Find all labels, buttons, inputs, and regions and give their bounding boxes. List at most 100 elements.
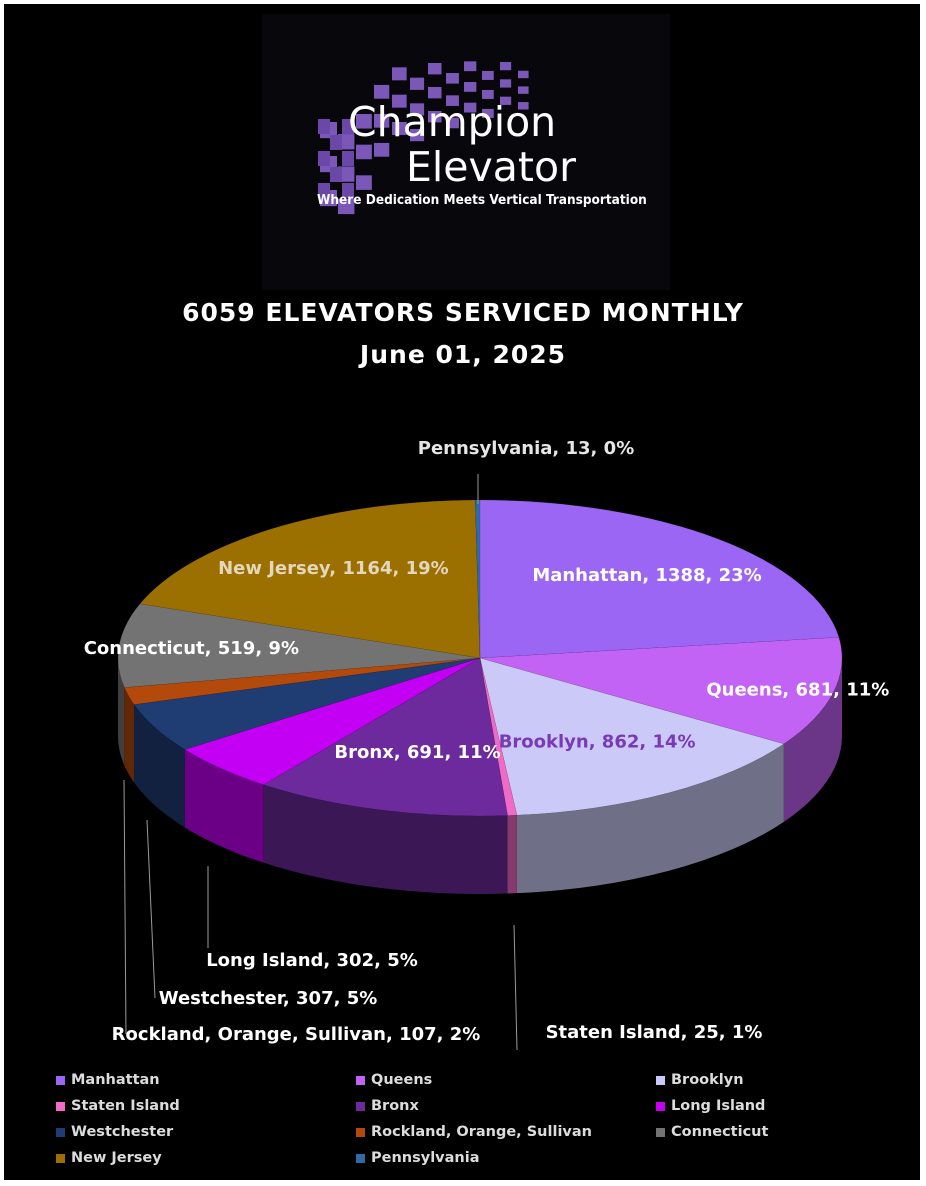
flag-square	[330, 135, 342, 150]
flag-square	[410, 129, 425, 142]
legend-item-bronx: Bronx	[356, 1096, 419, 1116]
flag-square	[518, 102, 529, 110]
leader-line-rockland-orange-sullivan	[123, 779, 127, 1035]
legend-label: New Jersey	[71, 1150, 162, 1166]
leader-line-westchester	[146, 819, 156, 999]
flag-square	[342, 151, 354, 166]
pie-slice-connecticut	[117, 603, 481, 688]
data-labels: Manhattan, 1388, 23% Queens, 681, 11% Broo…	[84, 438, 889, 1051]
flag-square	[374, 142, 390, 157]
legend-label: Manhattan	[71, 1072, 160, 1088]
pie-side-staten-island	[507, 815, 517, 894]
legend-item-connecticut: Connecticut	[656, 1122, 768, 1142]
legend-swatch	[56, 1127, 65, 1137]
flag-square	[356, 144, 372, 160]
flag-square	[338, 166, 355, 182]
legend-item-long-island: Long Island	[656, 1096, 765, 1116]
flag-square	[318, 183, 330, 198]
pie-slice-westchester	[133, 657, 481, 750]
flag-square	[446, 95, 459, 106]
flag-square	[392, 67, 407, 81]
pie-slice-queens	[479, 637, 843, 745]
flag-square	[428, 111, 442, 123]
legend-swatch	[56, 1075, 65, 1085]
legend-label: Long Island	[671, 1098, 766, 1114]
pie-slice-new-jersey	[139, 499, 481, 659]
flag-square	[342, 119, 354, 134]
flag-square	[518, 86, 529, 94]
legend-label: Westchester	[71, 1124, 174, 1140]
pie-tops	[117, 499, 843, 817]
flag-square	[500, 62, 512, 71]
flag-square	[330, 167, 342, 182]
leader-line-staten-island	[513, 924, 518, 1051]
flag-square	[318, 151, 330, 166]
flag-square	[392, 94, 407, 108]
pie-side-brooklyn	[516, 743, 784, 894]
pie-side-connecticut	[118, 658, 125, 766]
legend-item-pennsylvania: Pennsylvania	[356, 1148, 479, 1168]
flag-square	[392, 122, 407, 135]
legend-item-brooklyn: Brooklyn	[656, 1070, 744, 1090]
flag-square	[318, 119, 330, 134]
pie-slice-staten-island	[479, 657, 518, 816]
data-label-pennsylvania: Pennsylvania, 13, 0%	[418, 438, 634, 459]
flag-square	[446, 117, 459, 129]
data-label-rockland-orange-sullivan: Rockland, Orange, Sullivan, 107, 2%	[112, 1024, 481, 1045]
legend-label: Queens	[371, 1072, 433, 1088]
flag-square	[482, 108, 494, 118]
flag-square	[410, 103, 425, 116]
data-label-long-island: Long Island, 302, 5%	[206, 950, 418, 971]
data-label-connecticut: Connecticut, 519, 9%	[84, 638, 299, 659]
flag-square	[338, 198, 355, 215]
flag-square	[464, 61, 477, 72]
legend-item-rockland-orange-sullivan: Rockland, Orange, Sullivan	[356, 1122, 592, 1142]
logo-tagline: Where Dedication Meets Vertical Transpor…	[317, 192, 647, 208]
legend-swatch	[656, 1127, 665, 1137]
pie-side-rockland-orange-sullivan	[124, 687, 135, 783]
flag-square	[374, 113, 390, 128]
data-label-westchester: Westchester, 307, 5%	[159, 988, 378, 1009]
legend-item-queens: Queens	[356, 1070, 432, 1090]
data-label-new-jersey: New Jersey, 1164, 19%	[218, 558, 449, 579]
legend-label: Rockland, Orange, Sullivan	[371, 1124, 592, 1140]
logo-line1: Champion	[348, 98, 557, 146]
legend-label: Connecticut	[671, 1124, 769, 1140]
legend-item-manhattan: Manhattan	[56, 1070, 160, 1090]
pie-side-long-island	[184, 749, 264, 863]
legend-label: Pennsylvania	[371, 1150, 480, 1166]
legend-label: Staten Island	[71, 1098, 180, 1114]
legend-swatch	[656, 1075, 665, 1085]
pie-slice-long-island	[184, 657, 481, 785]
flag-square	[410, 77, 425, 90]
chart-subtitle: June 01, 2025	[359, 340, 567, 369]
legend-item-new-jersey: New Jersey	[56, 1148, 162, 1168]
legend-label: Brooklyn	[671, 1072, 744, 1088]
pie-sides	[118, 658, 842, 894]
pie-slice-manhattan	[479, 499, 840, 659]
data-label-staten-island: Staten Island, 25, 1%	[546, 1022, 763, 1043]
data-label-brooklyn: Brooklyn, 862, 14%	[499, 732, 696, 753]
flag-square	[518, 70, 529, 79]
chart-title: 6059 ELEVATORS SERVICED MONTHLY	[182, 298, 744, 327]
flag-square	[500, 96, 512, 105]
flag-square	[446, 73, 459, 84]
legend-swatch	[356, 1153, 365, 1163]
legend-swatch	[356, 1075, 365, 1085]
data-label-manhattan: Manhattan, 1388, 23%	[532, 565, 761, 586]
flag-square	[428, 87, 442, 99]
flag-square	[482, 70, 494, 80]
flag-square	[356, 175, 372, 190]
flag-square	[500, 79, 512, 88]
flag-square	[464, 82, 477, 92]
legend-swatch	[356, 1127, 365, 1137]
company-logo: Champion Elevator Where Dedication Meets…	[262, 14, 670, 290]
pie-side-bronx	[263, 784, 508, 894]
flag-square	[356, 114, 372, 129]
data-label-bronx: Bronx, 691, 11%	[334, 742, 500, 763]
logo-line2: Elevator	[406, 143, 576, 191]
chart-legend: Manhattan Queens Brooklyn Staten Island Bron…	[0, 1070, 926, 1170]
flag-square	[374, 84, 390, 99]
legend-swatch	[656, 1101, 665, 1111]
flag-square	[338, 134, 355, 150]
